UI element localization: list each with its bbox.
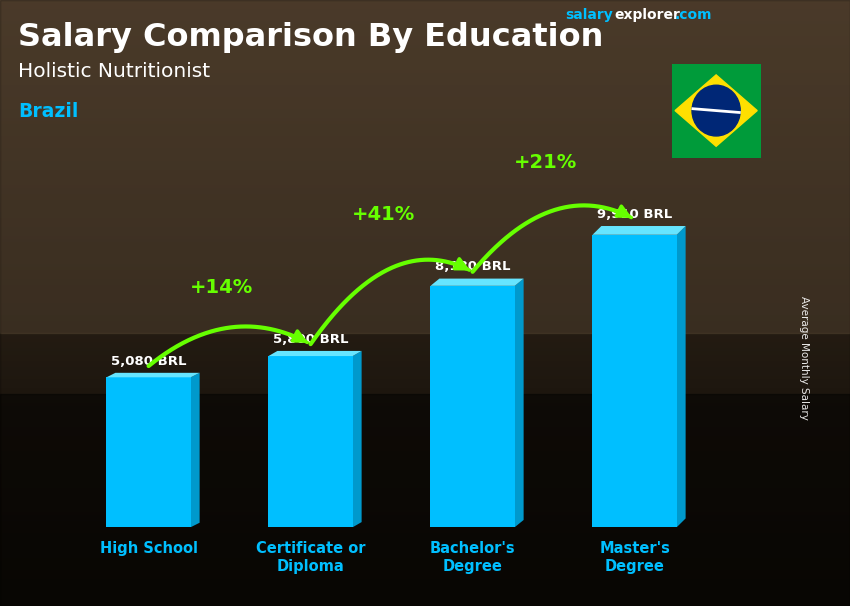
Text: +14%: +14%	[190, 278, 253, 296]
Text: .com: .com	[675, 8, 712, 22]
Bar	[430, 286, 515, 527]
Text: 8,180 BRL: 8,180 BRL	[435, 261, 510, 273]
Polygon shape	[106, 373, 200, 378]
Polygon shape	[0, 394, 850, 606]
Text: +41%: +41%	[352, 205, 415, 224]
Bar	[269, 356, 353, 527]
Polygon shape	[430, 279, 524, 286]
Text: Holistic Nutritionist: Holistic Nutritionist	[18, 62, 210, 81]
Polygon shape	[190, 373, 200, 527]
Text: explorer: explorer	[614, 8, 680, 22]
Bar	[106, 378, 190, 527]
Text: Average Monthly Salary: Average Monthly Salary	[799, 296, 809, 419]
Polygon shape	[353, 351, 361, 527]
Text: salary: salary	[565, 8, 613, 22]
Text: Brazil: Brazil	[18, 102, 78, 121]
Polygon shape	[515, 279, 524, 527]
Text: 5,800 BRL: 5,800 BRL	[273, 333, 348, 346]
Text: +21%: +21%	[514, 153, 577, 171]
Polygon shape	[592, 226, 686, 235]
Circle shape	[692, 85, 740, 136]
Bar	[592, 235, 677, 527]
Text: 5,080 BRL: 5,080 BRL	[110, 355, 186, 368]
Polygon shape	[677, 226, 686, 527]
Text: Salary Comparison By Education: Salary Comparison By Education	[18, 22, 604, 53]
Polygon shape	[269, 351, 361, 356]
Text: 9,910 BRL: 9,910 BRL	[597, 208, 672, 221]
Polygon shape	[675, 75, 757, 146]
Polygon shape	[0, 0, 850, 333]
